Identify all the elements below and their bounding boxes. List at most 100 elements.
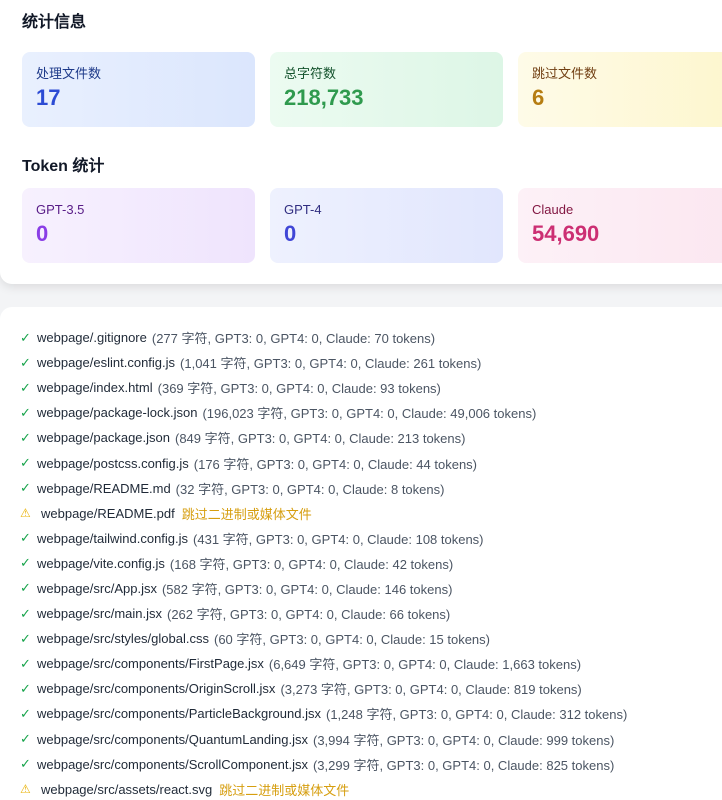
check-icon: ✓ bbox=[20, 480, 31, 496]
stat-label: Claude bbox=[532, 202, 574, 217]
check-icon: ✓ bbox=[20, 580, 31, 596]
stat-total-chars: 总字符数 218,733 bbox=[270, 52, 503, 127]
log-file-stats: (849 字符, GPT3: 0, GPT4: 0, Claude: 213 t… bbox=[175, 431, 466, 447]
log-file-stats: (277 字符, GPT3: 0, GPT4: 0, Claude: 70 to… bbox=[151, 331, 436, 347]
log-file-stats: (3,994 字符, GPT3: 0, GPT4: 0, Claude: 999… bbox=[313, 732, 615, 748]
check-icon: ✓ bbox=[20, 354, 31, 370]
check-icon: ✓ bbox=[20, 329, 31, 345]
log-entry: ✓ webpage/src/components/ParticleBackgrou… bbox=[20, 701, 627, 726]
log-entry: ✓ webpage/package.json (849 字符, GPT3: 0, G… bbox=[20, 425, 627, 450]
log-file-path: webpage/.gitignore bbox=[37, 330, 147, 346]
check-icon: ✓ bbox=[20, 705, 31, 721]
log-entry: ✓ webpage/src/main.jsx (262 字符, GPT3: 0, G… bbox=[20, 601, 627, 626]
log-file-stats: (369 字符, GPT3: 0, GPT4: 0, Claude: 93 to… bbox=[157, 381, 441, 397]
check-icon: ✓ bbox=[20, 404, 31, 420]
log-entry: ⚠ webpage/README.pdf 跳过二进制或媒体文件 bbox=[20, 501, 627, 526]
log-entry: ⚠ webpage/src/assets/react.svg 跳过二进制或媒体文件 bbox=[20, 777, 627, 800]
log-file-path: webpage/src/components/OriginScroll.jsx bbox=[37, 681, 276, 697]
check-icon: ✓ bbox=[20, 455, 31, 471]
log-file-stats: (582 字符, GPT3: 0, GPT4: 0, Claude: 146 t… bbox=[161, 581, 453, 597]
stat-value: 17 bbox=[36, 85, 61, 110]
stats-title: 统计信息 bbox=[22, 14, 87, 31]
log-file-path: webpage/eslint.config.js bbox=[37, 355, 176, 371]
stats-row: 处理文件数 17 总字符数 218,733 跳过文件数 6 bbox=[22, 52, 722, 127]
check-icon: ✓ bbox=[20, 756, 31, 772]
log-entry: ✓ webpage/package-lock.json (196,023 字符, G… bbox=[20, 400, 627, 425]
log-file-stats: (3,273 字符, GPT3: 0, GPT4: 0, Claude: 819… bbox=[280, 682, 582, 698]
log-file-stats: (1,248 字符, GPT3: 0, GPT4: 0, Claude: 312… bbox=[325, 707, 628, 723]
log-file-path: webpage/src/components/ScrollComponent.j… bbox=[37, 756, 308, 772]
stat-gpt4-tokens: GPT-4 0 bbox=[270, 188, 503, 263]
stat-value: 0 bbox=[284, 221, 297, 246]
log-skip-message: 跳过二进制或媒体文件 bbox=[219, 782, 350, 798]
token-stats-row: GPT-3.5 0 GPT-4 0 Claude 54,690 bbox=[22, 188, 722, 263]
log-skip-message: 跳过二进制或媒体文件 bbox=[181, 506, 312, 522]
log-file-path: webpage/README.pdf bbox=[41, 505, 175, 521]
log-file-path: webpage/vite.config.js bbox=[37, 555, 165, 571]
log-entry: ✓ webpage/vite.config.js (168 字符, GPT3: 0,… bbox=[20, 551, 627, 576]
processing-log-list: ✓ webpage/.gitignore (277 字符, GPT3: 0, GPT… bbox=[20, 325, 627, 800]
log-file-path: webpage/src/components/ParticleBackgroun… bbox=[37, 706, 321, 722]
token-stats-title: Token 统计 bbox=[22, 158, 105, 175]
stat-value: 218,733 bbox=[284, 85, 364, 110]
log-entry: ✓ webpage/index.html (369 字符, GPT3: 0, GPT… bbox=[20, 375, 627, 400]
check-icon: ✓ bbox=[20, 680, 31, 696]
log-file-stats: (168 字符, GPT3: 0, GPT4: 0, Claude: 42 to… bbox=[169, 556, 454, 572]
check-icon: ✓ bbox=[20, 731, 31, 747]
warning-icon: ⚠ bbox=[20, 506, 31, 521]
processing-log-panel[interactable]: ✓ webpage/.gitignore (277 字符, GPT3: 0, GPT… bbox=[0, 307, 722, 800]
log-file-path: webpage/postcss.config.js bbox=[37, 455, 189, 471]
log-entry: ✓ webpage/.gitignore (277 字符, GPT3: 0, GPT… bbox=[20, 325, 627, 350]
log-entry: ✓ webpage/src/components/FirstPage.jsx (6,… bbox=[20, 651, 627, 676]
log-entry: ✓ webpage/src/styles/global.css (60 字符, GP… bbox=[20, 626, 627, 651]
log-entry: ✓ webpage/src/components/OriginScroll.jsx… bbox=[20, 676, 627, 701]
check-icon: ✓ bbox=[20, 555, 31, 571]
stat-label: GPT-4 bbox=[284, 202, 322, 217]
stat-files-processed: 处理文件数 17 bbox=[22, 52, 255, 127]
stats-card: 统计信息 处理文件数 17 总字符数 218,733 跳过文件数 6 Token… bbox=[0, 0, 722, 284]
check-icon: ✓ bbox=[20, 655, 31, 671]
log-file-stats: (1,041 字符, GPT3: 0, GPT4: 0, Claude: 261… bbox=[180, 356, 482, 372]
check-icon: ✓ bbox=[20, 379, 31, 395]
stat-label: 总字符数 bbox=[284, 66, 337, 81]
warning-icon: ⚠ bbox=[20, 782, 31, 797]
log-file-path: webpage/src/components/QuantumLanding.js… bbox=[37, 731, 308, 747]
log-entry: ✓ webpage/src/components/QuantumLanding.j… bbox=[20, 727, 627, 752]
log-entry: ✓ webpage/README.md (32 字符, GPT3: 0, GPT4:… bbox=[20, 476, 627, 501]
log-entry: ✓ webpage/tailwind.config.js (431 字符, GPT3… bbox=[20, 526, 627, 551]
log-entry: ✓ webpage/src/components/ScrollComponent.… bbox=[20, 752, 627, 777]
log-file-path: webpage/package.json bbox=[37, 430, 170, 446]
log-file-path: webpage/src/App.jsx bbox=[37, 580, 157, 596]
log-file-path: webpage/README.md bbox=[37, 480, 171, 496]
log-file-stats: (32 字符, GPT3: 0, GPT4: 0, Claude: 8 toke… bbox=[175, 481, 445, 497]
check-icon: ✓ bbox=[20, 630, 31, 646]
stat-value: 6 bbox=[532, 85, 545, 110]
log-file-path: webpage/tailwind.config.js bbox=[37, 530, 189, 546]
stat-label: 跳过文件数 bbox=[532, 66, 598, 81]
log-file-stats: (3,299 字符, GPT3: 0, GPT4: 0, Claude: 825… bbox=[312, 757, 615, 773]
stat-label: GPT-3.5 bbox=[36, 202, 85, 217]
log-file-stats: (176 字符, GPT3: 0, GPT4: 0, Claude: 44 to… bbox=[193, 456, 478, 472]
stat-gpt35-tokens: GPT-3.5 0 bbox=[22, 188, 255, 263]
stat-files-skipped: 跳过文件数 6 bbox=[518, 52, 722, 127]
log-file-stats: (262 字符, GPT3: 0, GPT4: 0, Claude: 66 to… bbox=[167, 607, 451, 623]
stat-value: 0 bbox=[36, 221, 49, 246]
log-file-stats: (431 字符, GPT3: 0, GPT4: 0, Claude: 108 t… bbox=[193, 531, 484, 547]
log-file-path: webpage/src/main.jsx bbox=[37, 606, 162, 622]
stat-claude-tokens: Claude 54,690 bbox=[518, 188, 722, 263]
stat-label: 处理文件数 bbox=[36, 66, 102, 81]
log-file-path: webpage/src/assets/react.svg bbox=[41, 781, 213, 797]
log-file-path: webpage/src/styles/global.css bbox=[37, 631, 209, 647]
check-icon: ✓ bbox=[20, 605, 31, 621]
log-file-path: webpage/index.html bbox=[37, 380, 153, 396]
log-file-path: webpage/src/components/FirstPage.jsx bbox=[37, 656, 264, 672]
log-file-stats: (196,023 字符, GPT3: 0, GPT4: 0, Claude: 4… bbox=[202, 406, 537, 422]
log-file-path: webpage/package-lock.json bbox=[37, 405, 198, 421]
check-icon: ✓ bbox=[20, 530, 31, 546]
check-icon: ✓ bbox=[20, 429, 31, 445]
stat-value: 54,690 bbox=[532, 221, 600, 246]
log-file-stats: (6,649 字符, GPT3: 0, GPT4: 0, Claude: 1,6… bbox=[268, 657, 582, 673]
log-entry: ✓ webpage/eslint.config.js (1,041 字符, GPT3… bbox=[20, 350, 627, 375]
log-entry: ✓ webpage/postcss.config.js (176 字符, GPT3:… bbox=[20, 450, 627, 475]
log-entry: ✓ webpage/src/App.jsx (582 字符, GPT3: 0, GP… bbox=[20, 576, 627, 601]
